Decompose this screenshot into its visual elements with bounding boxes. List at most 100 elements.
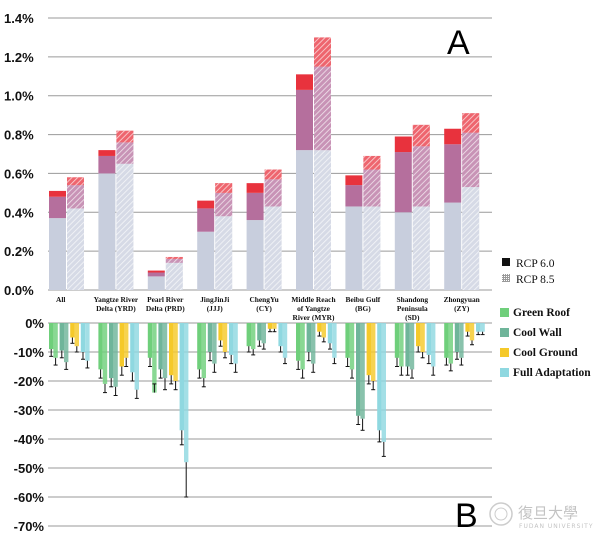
bar-myr-green-roof-rcp85 xyxy=(300,323,305,370)
bar-zhongyuan-zy-rcp-8-5-layer-3-hatch xyxy=(462,113,480,133)
bar-zhongyuan-zy-rcp-8-5-layer-2-hatch xyxy=(462,132,480,188)
bar-pearl-river-delta-prd-rcp-6-0-layer-3 xyxy=(147,270,165,273)
bar-myr-cool-wall-rcp85 xyxy=(311,323,316,364)
bar-all-rcp-8-5-layer-1-hatch xyxy=(67,208,84,290)
bar-middle-reach-of-yangtze-river-myr-rcp-8-5-layer-1-hatch xyxy=(314,150,331,290)
bar-yrd-green-roof-rcp85 xyxy=(102,323,108,384)
bar-prd-cool-wall-rcp60 xyxy=(158,323,163,370)
bar-all-full-adaptation-rcp60 xyxy=(80,323,86,352)
bar-yrd-green-roof-rcp60 xyxy=(98,323,103,370)
bar-middle-reach-of-yangtze-river-myr-rcp-6-0-layer-3 xyxy=(296,74,313,90)
legend-swatch-full-adaptation xyxy=(500,368,509,377)
category-label: (BG) xyxy=(355,304,371,313)
bar-sd-full-adaptation-rcp60 xyxy=(426,323,431,355)
bar-sd-cool-ground-rcp85 xyxy=(420,323,425,352)
category-label: JingJinJi xyxy=(200,295,229,304)
bar-zhongyuan-zy-rcp-8-5-layer-1-hatch xyxy=(462,187,480,290)
panel-b-y-tick-label: -50% xyxy=(14,461,45,476)
bar-yrd-cool-ground-rcp60 xyxy=(119,323,124,367)
bar-zhongyuan-zy-rcp-6-0-layer-3 xyxy=(444,128,462,145)
bar-cy-cool-ground-rcp60 xyxy=(267,323,273,329)
bar-sd-cool-wall-rcp60 xyxy=(405,323,410,367)
panel-b-y-tick-label: -40% xyxy=(14,432,45,447)
bar-prd-cool-wall-rcp85 xyxy=(162,323,168,379)
bar-yrd-full-adaptation-rcp85 xyxy=(134,323,139,390)
bar-pearl-river-delta-prd-rcp-8-5-layer-2-hatch xyxy=(165,258,183,263)
strategy-legend: Green Roof Cool Wall Cool Ground Full Ad… xyxy=(500,307,591,379)
bar-shandong-peninsula-sd-rcp-8-5-layer-1-hatch xyxy=(412,206,430,290)
bar-prd-cool-ground-rcp85 xyxy=(173,323,178,381)
category-label: Middle Reach xyxy=(291,295,335,304)
university-watermark: 復旦大學 FUDAN UNIVERSITY xyxy=(489,502,593,530)
bar-chengyu-cy-rcp-6-0-layer-2 xyxy=(246,192,264,221)
bar-chengyu-cy-rcp-6-0-layer-1 xyxy=(246,220,264,290)
category-label: (CY) xyxy=(256,304,272,313)
bar-yrd-cool-wall-rcp85 xyxy=(113,323,118,387)
panel-a-y-tick-label: 0.6% xyxy=(4,166,34,181)
bar-all-rcp-8-5-layer-2-hatch xyxy=(67,185,84,209)
bar-yrd-cool-ground-rcp85 xyxy=(124,323,129,358)
bar-shandong-peninsula-sd-rcp-8-5-layer-2-hatch xyxy=(412,146,430,207)
legend-swatch-green-roof xyxy=(500,308,509,317)
bar-cy-green-roof-rcp60 xyxy=(246,323,251,347)
legend-swatch-rcp85 xyxy=(502,274,510,282)
bar-zy-cool-wall-rcp85 xyxy=(459,323,464,358)
bar-jingjinji-jjj-rcp-6-0-layer-2 xyxy=(197,208,215,232)
bar-pearl-river-delta-prd-rcp-6-0-layer-2 xyxy=(147,272,165,277)
bar-yangtze-river-delta-yrd-rcp-8-5-layer-3-hatch xyxy=(116,130,134,143)
bar-all-rcp-8-5-layer-3-hatch xyxy=(67,177,84,186)
legend-swatch-rcp60 xyxy=(502,258,510,266)
category-label: Peninsula xyxy=(397,304,428,313)
bar-jingjinji-jjj-rcp-8-5-layer-3-hatch xyxy=(215,183,233,193)
bar-cy-full-adaptation-rcp85 xyxy=(282,323,288,358)
bar-myr-full-adaptation-rcp85 xyxy=(332,323,337,358)
bar-middle-reach-of-yangtze-river-myr-rcp-6-0-layer-2 xyxy=(296,89,313,151)
seal-icon xyxy=(489,502,513,526)
bar-prd-cool-ground-rcp60 xyxy=(169,323,174,376)
bar-pearl-river-delta-prd-rcp-8-5-layer-3-hatch xyxy=(165,256,183,259)
panel-a-y-tick-label: 1.0% xyxy=(4,89,34,104)
panel-a-y-tick-label: 0.4% xyxy=(4,205,34,220)
bar-shandong-peninsula-sd-rcp-6-0-layer-2 xyxy=(394,152,412,213)
panel-a-y-tick-label: 0.0% xyxy=(4,283,34,298)
seal-inner-icon xyxy=(494,507,508,521)
bar-pearl-river-delta-prd-rcp-6-0-layer-1 xyxy=(147,276,165,290)
category-label: Zhongyuan xyxy=(444,295,480,304)
bar-all-rcp-6-0-layer-2 xyxy=(49,196,66,219)
bar-bg-cool-wall-rcp60 xyxy=(356,323,361,416)
bar-zy-cool-ground-rcp85 xyxy=(469,323,475,341)
legend-label-rcp85: RCP 8.5 xyxy=(516,274,555,286)
legend-label-cool-wall: Cool Wall xyxy=(513,327,562,339)
bar-pearl-river-delta-prd-rcp-8-5-layer-1-hatch xyxy=(165,262,183,290)
bar-all-cool-ground-rcp60 xyxy=(70,323,75,338)
category-label: of Yangtze xyxy=(297,304,330,313)
bar-all-cool-wall-rcp60 xyxy=(59,323,64,351)
bar-yangtze-river-delta-yrd-rcp-6-0-layer-3 xyxy=(98,150,116,156)
category-label: Yangtze River xyxy=(94,295,139,304)
bar-chengyu-cy-rcp-6-0-layer-3 xyxy=(246,183,264,193)
watermark-caption: FUDAN UNIVERSITY xyxy=(519,523,593,530)
bar-all-green-roof-rcp60 xyxy=(49,323,54,350)
bar-chengyu-cy-rcp-8-5-layer-2-hatch xyxy=(264,179,282,207)
bar-beibu-gulf-bg-rcp-8-5-layer-3-hatch xyxy=(363,155,381,170)
bar-zy-green-roof-rcp60 xyxy=(444,323,449,358)
bar-myr-full-adaptation-rcp60 xyxy=(327,323,333,344)
bar-yrd-full-adaptation-rcp60 xyxy=(130,323,135,373)
bar-jjj-cool-ground-rcp85 xyxy=(222,323,228,352)
panel-b-y-tick-label: -60% xyxy=(14,490,45,505)
scenario-legend: RCP 6.0 RCP 8.5 xyxy=(502,258,555,286)
legend-label-full-adaptation: Full Adaptation xyxy=(513,367,591,379)
bar-sd-green-roof-rcp85 xyxy=(399,323,404,367)
bar-beibu-gulf-bg-rcp-6-0-layer-3 xyxy=(345,175,363,186)
panel-a-y-tick-label: 0.8% xyxy=(4,128,34,143)
bar-zy-full-adaptation-rcp60 xyxy=(476,323,481,332)
category-label: Delta (PRD) xyxy=(146,304,185,313)
bar-cy-cool-wall-rcp85 xyxy=(261,323,266,344)
bar-all-rcp-6-0-layer-1 xyxy=(49,218,66,290)
bar-zhongyuan-zy-rcp-6-0-layer-2 xyxy=(444,144,462,203)
category-label: ChengYu xyxy=(249,295,278,304)
bar-zy-green-roof-rcp85 xyxy=(448,323,453,364)
panel-a-y-tick-label: 1.4% xyxy=(4,11,34,26)
legend-swatch-cool-ground xyxy=(500,348,509,357)
